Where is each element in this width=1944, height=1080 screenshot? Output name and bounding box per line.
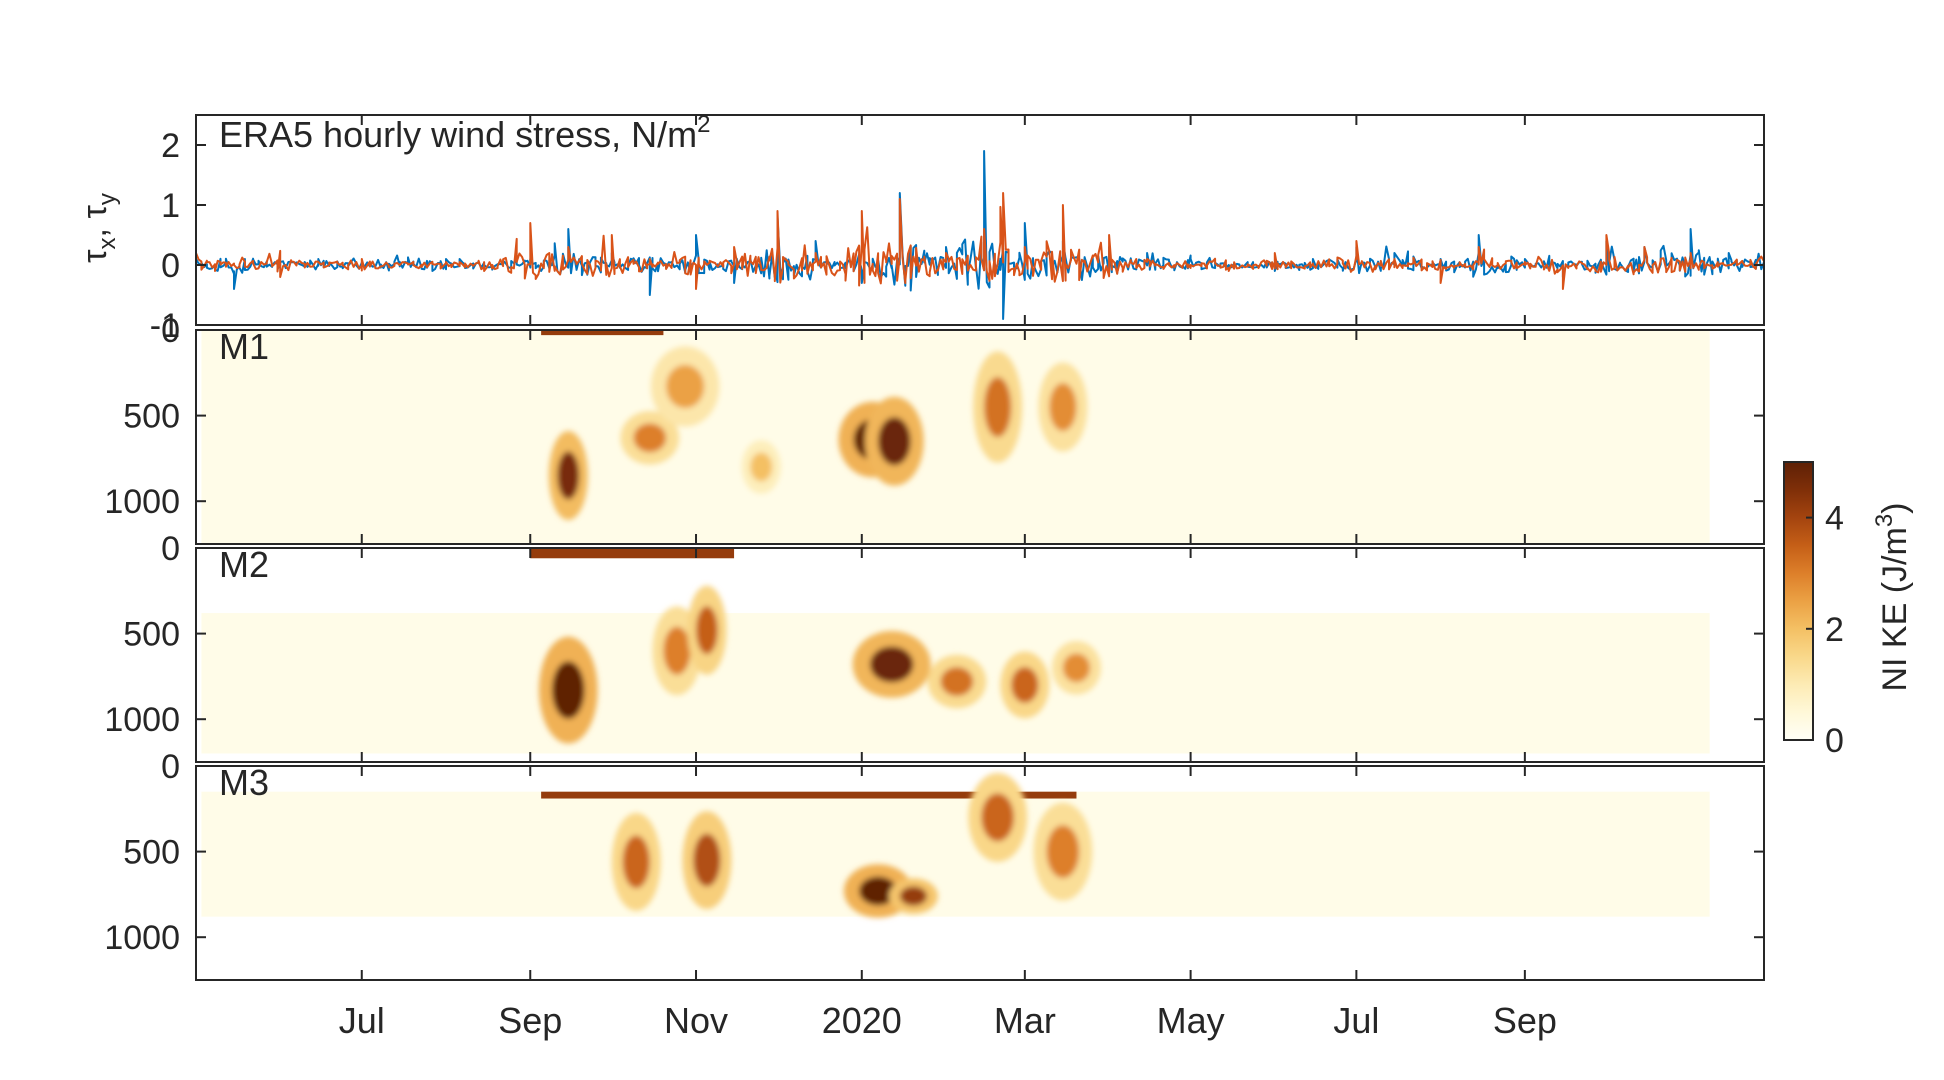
ylabel-sub-y: y — [94, 193, 121, 205]
panel-label-m3: M3 — [219, 762, 269, 803]
hotspot-0-7 — [750, 452, 773, 482]
panel-surface-band-1 — [530, 548, 735, 559]
hotspot-0-2 — [666, 364, 705, 409]
hotspot-1-4 — [940, 667, 974, 696]
wind-series-1 — [196, 192, 1764, 290]
ni-ke-panels: 0 500 1000 M1 0 500 1000 M2 0 500 1000 M3 — [104, 312, 1765, 981]
panel0-ytick-label-2: 1000 — [104, 483, 180, 521]
hotspot-2-4 — [981, 793, 1014, 842]
wind-stress-panel: -1 0 1 2 — [150, 114, 1765, 345]
hotspot-2-5 — [1046, 825, 1080, 878]
ylabel-tau-y: , τ — [76, 205, 114, 238]
x-axis-labels: Jul Sep Nov 2020 Mar May Jul Sep — [339, 1000, 1557, 1041]
colorbar-label-superscript: 3 — [1871, 514, 1898, 527]
panel-data-1 — [201, 548, 1710, 754]
panel-hotspots-1 — [538, 585, 1101, 744]
wind-title-superscript: 2 — [697, 111, 710, 138]
hotspot-2-3 — [899, 886, 928, 906]
wind-ytick-label-1: 0 — [161, 247, 180, 285]
colorbar-label-suffix: ) — [1876, 502, 1914, 513]
panel0-axes-box — [195, 329, 1765, 545]
panel2-ytick-label-2: 1000 — [104, 919, 180, 957]
wind-axes-box — [195, 114, 1765, 326]
x-tick-label-3: 2020 — [822, 1000, 902, 1041]
panel1-ytick-label-1: 500 — [123, 616, 180, 654]
x-tick-label-4: Mar — [994, 1000, 1056, 1041]
panel-data-2 — [201, 772, 1710, 918]
x-tick-label-5: May — [1157, 1000, 1225, 1041]
panel0-ytick-label-0: 0 — [161, 312, 180, 350]
hotspot-2-0 — [622, 835, 650, 889]
hotspot-0-6 — [1049, 383, 1077, 432]
panel-m1: 0 500 1000 M1 — [104, 312, 1765, 545]
panel-surface-band-2 — [541, 791, 1077, 799]
panel-coverage-0 — [201, 330, 1710, 544]
hotspot-1-5 — [1011, 666, 1039, 703]
hotspot-2-2 — [859, 876, 898, 906]
panel1-axes-box — [195, 547, 1765, 763]
colorbar-tick-label-0: 0 — [1825, 722, 1844, 760]
colorbar-tick-label-2: 4 — [1825, 500, 1844, 538]
panel2-axes-box — [195, 765, 1765, 981]
x-tick-label-1: Sep — [498, 1000, 562, 1041]
hotspot-0-1 — [633, 423, 667, 453]
ylabel-tau-x: τ — [76, 249, 114, 263]
colorbar-tick-label-1: 2 — [1825, 611, 1844, 649]
panel-hotspots-0 — [548, 346, 1088, 521]
colorbar-gradient — [1783, 461, 1814, 741]
panel-surface-band-0 — [541, 330, 664, 336]
colorbar-label: NI KE (J/m3) — [1871, 502, 1914, 691]
hotspot-2-1 — [693, 833, 721, 887]
x-tick-label-6: Jul — [1333, 1000, 1379, 1041]
panel-hotspots-2 — [611, 772, 1093, 918]
wind-ytick-label-2: 1 — [161, 187, 180, 225]
x-tick-label-7: Sep — [1493, 1000, 1557, 1041]
wind-y-axis-label: τx, τy — [76, 193, 121, 263]
hotspot-1-3 — [869, 646, 914, 683]
x-tick-label-2: Nov — [664, 1000, 728, 1041]
panel0-ytick-label-1: 500 — [123, 398, 180, 436]
hotspot-1-2 — [696, 606, 718, 655]
panel-label-m2: M2 — [219, 544, 269, 585]
wind-ytick-label-0: -1 — [150, 307, 180, 345]
panel-data-0 — [201, 330, 1710, 544]
wind-panel-title: ERA5 hourly wind stress, N/m2 — [219, 111, 711, 155]
wind-ytick-label-3: 2 — [161, 127, 180, 165]
panel2-ytick-label-0: 0 — [161, 748, 180, 786]
hotspot-0-4 — [878, 417, 911, 466]
hotspot-0-0 — [557, 451, 580, 500]
hotspot-1-1 — [663, 626, 691, 675]
panel-m2: 0 500 1000 M2 — [104, 530, 1765, 763]
panel-coverage-2 — [201, 791, 1710, 917]
panel1-ytick-label-2: 1000 — [104, 701, 180, 739]
hotspot-0-5 — [984, 377, 1012, 437]
hotspot-1-0 — [551, 661, 585, 719]
panel-m3: 0 500 1000 M3 — [104, 748, 1765, 981]
panel-label-m1: M1 — [219, 326, 269, 367]
colorbar: 0 2 4 — [1783, 461, 1844, 760]
panel1-ytick-label-0: 0 — [161, 530, 180, 568]
x-tick-label-0: Jul — [339, 1000, 385, 1041]
ylabel-sub-x: x — [94, 237, 121, 249]
panel2-ytick-label-1: 500 — [123, 834, 180, 872]
wind-series-0 — [196, 150, 1764, 320]
hotspot-1-6 — [1062, 653, 1091, 683]
